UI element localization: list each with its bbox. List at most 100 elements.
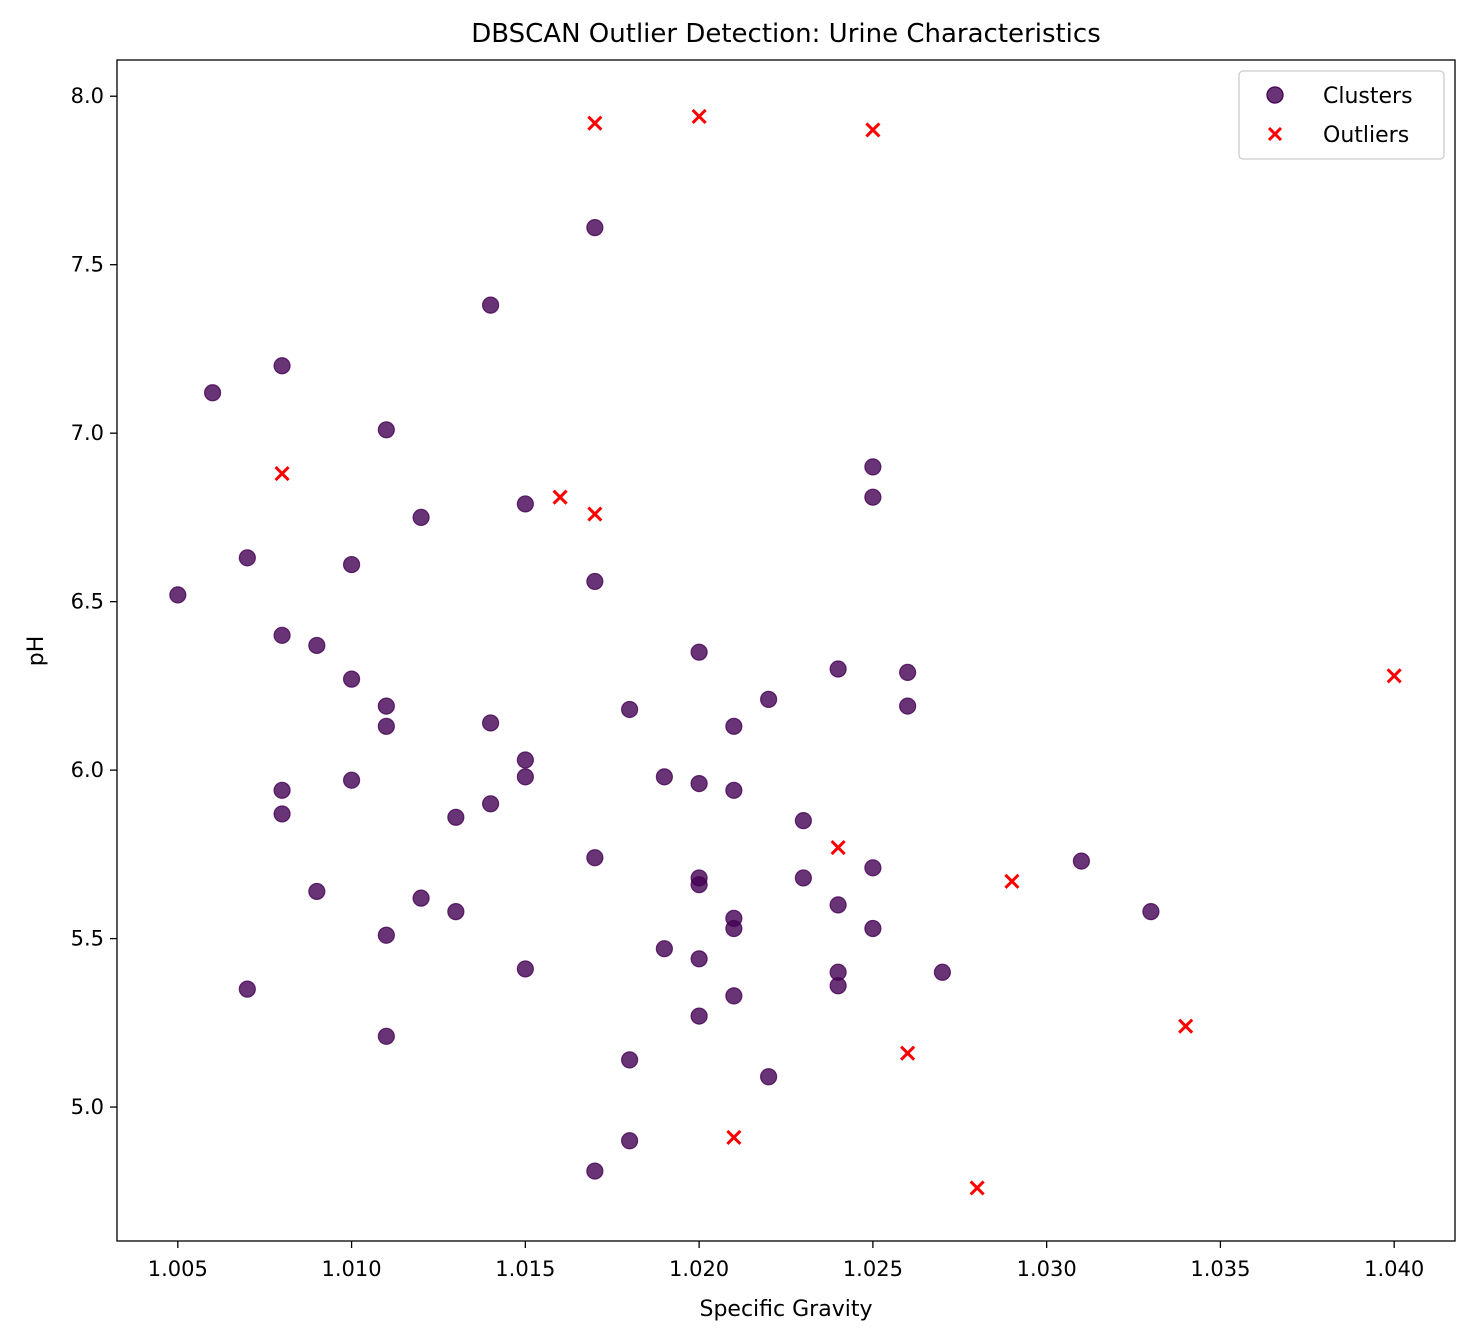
- cluster-point: [864, 919, 882, 938]
- legend-outliers-label: Outliers: [1323, 123, 1409, 148]
- legend-outliers-marker: [1267, 126, 1283, 142]
- x-axis-ticks: 1.005 1.010 1.015 1.020 1.025 1.030 1.035 1.040: [148, 1241, 1424, 1281]
- plot-area-frame: [116, 59, 1456, 1242]
- cluster-point: [864, 859, 882, 877]
- cluster-point: [690, 1007, 708, 1025]
- cluster-point: [273, 626, 291, 644]
- x-tick-label: 1.020: [669, 1257, 729, 1281]
- cluster-point: [273, 781, 291, 799]
- cluster-point: [899, 697, 917, 715]
- cluster-point: [655, 768, 673, 786]
- cluster-point: [829, 977, 847, 995]
- cluster-point: [342, 670, 361, 688]
- outlier-point: [969, 1180, 985, 1196]
- outlier-point: [691, 108, 707, 124]
- outlier-point: [1004, 873, 1020, 889]
- cluster-point: [273, 357, 291, 375]
- cluster-point: [516, 768, 534, 786]
- y-tick-label: 7.0: [71, 421, 104, 445]
- x-tick-label: 1.030: [1017, 1257, 1077, 1281]
- cluster-point: [377, 717, 395, 735]
- x-tick-label: 1.005: [148, 1257, 208, 1281]
- x-tick-label: 1.040: [1364, 1257, 1424, 1281]
- cluster-point: [342, 771, 361, 789]
- outlier-point: [865, 122, 881, 138]
- cluster-point: [273, 805, 291, 823]
- cluster-point: [1072, 852, 1091, 870]
- outlier-point: [587, 506, 603, 522]
- y-tick-label: 8.0: [71, 84, 104, 108]
- cluster-point: [690, 876, 708, 894]
- cluster-point: [586, 219, 604, 237]
- cluster-point: [238, 549, 256, 567]
- outlier-point: [552, 489, 568, 505]
- cluster-point: [481, 795, 500, 813]
- cluster-point: [377, 1027, 395, 1045]
- cluster-point: [760, 1068, 778, 1086]
- cluster-point: [864, 458, 882, 476]
- cluster-point: [203, 384, 222, 402]
- y-axis-label: pH: [24, 636, 49, 667]
- cluster-point: [864, 488, 882, 506]
- cluster-point: [899, 663, 917, 682]
- x-axis-label: Specific Gravity: [700, 1297, 873, 1322]
- cluster-point: [377, 926, 395, 944]
- cluster-point: [655, 940, 673, 958]
- legend-clusters-label: Clusters: [1323, 84, 1413, 109]
- outlier-point: [1178, 1018, 1194, 1034]
- cluster-point: [760, 690, 778, 708]
- cluster-point: [516, 751, 534, 769]
- cluster-point: [690, 643, 708, 661]
- cluster-point: [586, 1162, 604, 1180]
- cluster-point: [794, 869, 812, 887]
- cluster-point: [933, 963, 951, 981]
- x-tick-label: 1.025: [843, 1257, 903, 1281]
- outlier-point: [830, 840, 846, 856]
- cluster-point: [621, 700, 639, 719]
- cluster-point: [481, 714, 500, 732]
- cluster-point: [690, 950, 708, 968]
- cluster-point: [586, 572, 604, 591]
- cluster-point: [725, 919, 743, 938]
- cluster-point: [586, 849, 604, 867]
- cluster-point: [412, 508, 430, 527]
- y-tick-label: 5.0: [71, 1095, 104, 1119]
- legend: Clusters Outliers: [1238, 70, 1445, 160]
- cluster-point: [447, 903, 465, 921]
- cluster-point: [169, 586, 187, 604]
- cluster-point: [725, 781, 743, 799]
- cluster-point: [725, 987, 743, 1005]
- cluster-point: [516, 495, 534, 513]
- cluster-point: [690, 774, 708, 793]
- cluster-point: [481, 296, 500, 314]
- outlier-point: [587, 115, 603, 131]
- y-tick-label: 6.5: [71, 590, 104, 614]
- plot-points: [169, 108, 1402, 1196]
- cluster-point: [1142, 903, 1160, 921]
- y-axis-ticks: 5.0 5.5 6.0 6.5 7.0 7.5 8.0: [71, 84, 117, 1119]
- x-tick-label: 1.035: [1190, 1257, 1250, 1281]
- cluster-point: [829, 896, 847, 914]
- chart-title: DBSCAN Outlier Detection: Urine Characte…: [471, 19, 1101, 49]
- outlier-point: [900, 1045, 916, 1061]
- y-tick-label: 5.5: [71, 927, 104, 951]
- cluster-point: [621, 1051, 639, 1069]
- cluster-point: [308, 636, 326, 655]
- cluster-point: [238, 980, 256, 998]
- cluster-point: [725, 717, 743, 735]
- cluster-point: [308, 882, 326, 901]
- cluster-point: [412, 889, 430, 907]
- cluster-point: [794, 812, 812, 830]
- outlier-point: [726, 1129, 742, 1145]
- cluster-point: [377, 421, 395, 439]
- cluster-point: [516, 960, 534, 978]
- outlier-point: [1386, 668, 1402, 684]
- y-tick-label: 7.5: [71, 253, 104, 277]
- cluster-point: [377, 697, 395, 715]
- cluster-point: [447, 808, 465, 826]
- cluster-point: [621, 1132, 639, 1150]
- cluster-point: [829, 660, 847, 678]
- x-tick-label: 1.010: [322, 1257, 382, 1281]
